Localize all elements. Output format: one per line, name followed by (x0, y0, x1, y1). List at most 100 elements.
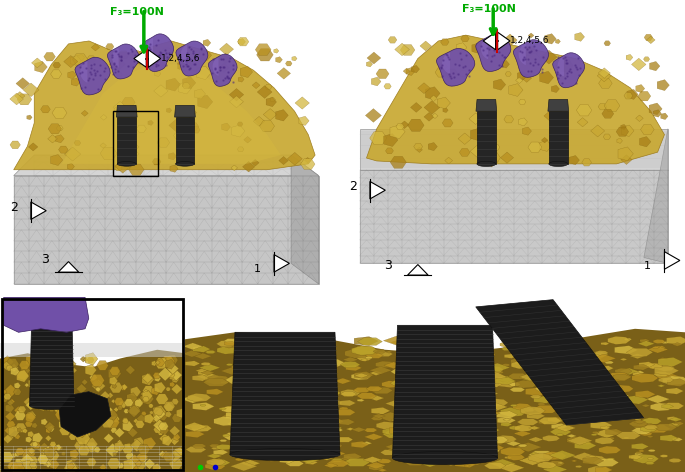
Polygon shape (366, 61, 373, 67)
Polygon shape (277, 67, 290, 79)
Polygon shape (7, 400, 14, 406)
Polygon shape (71, 56, 82, 66)
Polygon shape (73, 54, 88, 65)
Polygon shape (220, 53, 232, 63)
Polygon shape (608, 337, 630, 345)
Polygon shape (25, 400, 36, 410)
Polygon shape (437, 433, 452, 438)
Polygon shape (548, 417, 562, 422)
Polygon shape (282, 364, 290, 367)
Polygon shape (97, 361, 108, 370)
Polygon shape (640, 136, 651, 147)
Polygon shape (240, 352, 247, 354)
Polygon shape (134, 437, 145, 448)
Polygon shape (416, 442, 427, 446)
Polygon shape (161, 356, 175, 368)
Polygon shape (144, 459, 155, 469)
Polygon shape (100, 391, 110, 400)
Polygon shape (167, 363, 179, 374)
Polygon shape (237, 122, 243, 126)
Polygon shape (14, 382, 21, 389)
Polygon shape (413, 434, 431, 441)
Polygon shape (377, 412, 404, 422)
Polygon shape (257, 379, 265, 381)
Polygon shape (292, 400, 310, 407)
Polygon shape (593, 431, 599, 434)
Polygon shape (153, 426, 162, 433)
Polygon shape (458, 442, 484, 451)
Polygon shape (169, 152, 177, 160)
Polygon shape (203, 379, 229, 386)
Polygon shape (207, 453, 222, 459)
Polygon shape (103, 433, 114, 443)
Polygon shape (186, 447, 206, 453)
Polygon shape (142, 396, 149, 402)
Polygon shape (484, 363, 510, 372)
Polygon shape (580, 371, 608, 379)
Polygon shape (222, 414, 238, 419)
Polygon shape (71, 368, 77, 373)
Polygon shape (223, 340, 236, 344)
Polygon shape (485, 398, 508, 407)
Polygon shape (541, 137, 548, 143)
Polygon shape (656, 372, 681, 381)
Polygon shape (406, 390, 415, 394)
Polygon shape (304, 158, 311, 163)
Polygon shape (590, 421, 612, 430)
Polygon shape (28, 431, 34, 438)
Polygon shape (32, 432, 43, 443)
Polygon shape (449, 367, 462, 372)
Text: 1,2,4,5,6: 1,2,4,5,6 (510, 36, 550, 45)
Polygon shape (620, 358, 627, 361)
Polygon shape (95, 387, 101, 391)
Polygon shape (153, 85, 168, 97)
Polygon shape (51, 154, 63, 166)
Polygon shape (121, 385, 127, 390)
Polygon shape (256, 366, 283, 374)
Polygon shape (519, 44, 526, 65)
Polygon shape (484, 418, 497, 422)
Polygon shape (384, 336, 410, 345)
Polygon shape (504, 116, 514, 123)
Polygon shape (114, 441, 125, 452)
Polygon shape (647, 458, 653, 460)
Polygon shape (508, 382, 521, 386)
Polygon shape (171, 370, 182, 381)
Polygon shape (301, 159, 315, 169)
Polygon shape (514, 430, 531, 437)
Polygon shape (7, 421, 16, 428)
Polygon shape (305, 454, 321, 459)
Polygon shape (100, 147, 117, 160)
Polygon shape (244, 136, 251, 143)
Polygon shape (327, 391, 340, 396)
Polygon shape (212, 58, 219, 76)
Polygon shape (567, 436, 593, 445)
Polygon shape (133, 50, 141, 58)
Polygon shape (7, 462, 18, 471)
Polygon shape (393, 325, 497, 458)
Polygon shape (328, 420, 337, 422)
Polygon shape (170, 436, 179, 446)
Polygon shape (662, 404, 673, 409)
Polygon shape (435, 67, 448, 77)
Polygon shape (321, 441, 327, 443)
Polygon shape (412, 358, 433, 366)
Polygon shape (309, 431, 318, 434)
Polygon shape (595, 467, 612, 472)
Polygon shape (29, 379, 39, 389)
Polygon shape (183, 343, 203, 350)
Polygon shape (547, 356, 557, 360)
Polygon shape (60, 418, 66, 424)
Polygon shape (295, 342, 308, 347)
Polygon shape (651, 346, 660, 349)
Polygon shape (631, 455, 644, 460)
Polygon shape (588, 387, 595, 389)
Polygon shape (437, 97, 450, 109)
Polygon shape (370, 181, 385, 199)
Polygon shape (29, 449, 34, 454)
Polygon shape (253, 117, 265, 126)
Polygon shape (147, 38, 153, 59)
Polygon shape (378, 469, 387, 472)
Polygon shape (593, 370, 610, 375)
Polygon shape (256, 437, 282, 446)
